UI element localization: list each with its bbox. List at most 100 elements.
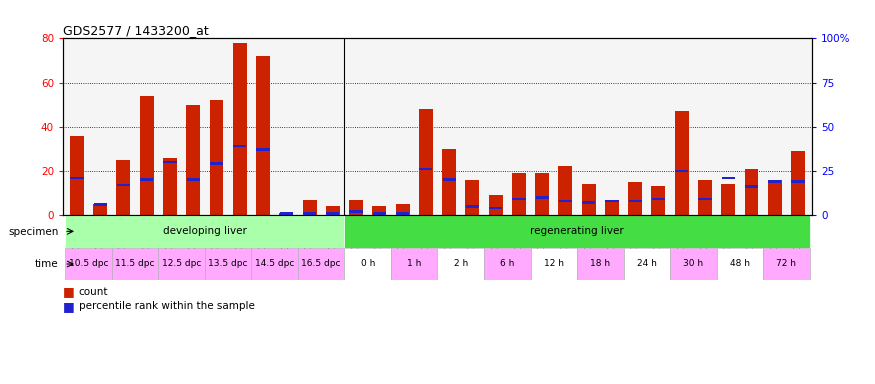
Bar [419, 168, 432, 170]
Bar [280, 212, 293, 215]
Bar [670, 248, 717, 280]
Bar [279, 213, 293, 215]
Bar [484, 248, 530, 280]
Bar [791, 151, 805, 215]
Bar [512, 173, 526, 215]
Text: time: time [35, 259, 59, 269]
Bar [158, 248, 205, 280]
Bar [606, 200, 619, 202]
Bar [116, 160, 130, 215]
Bar [112, 248, 158, 280]
Bar [605, 200, 619, 215]
Bar [628, 182, 642, 215]
Text: ■: ■ [63, 300, 74, 313]
Bar [94, 204, 108, 215]
Bar [70, 136, 84, 215]
Bar [117, 184, 130, 186]
Text: 30 h: 30 h [683, 260, 704, 268]
Bar [419, 109, 433, 215]
Bar [536, 196, 549, 199]
Bar [396, 212, 410, 215]
Text: specimen: specimen [8, 227, 59, 237]
Bar [676, 170, 689, 172]
Bar [326, 212, 340, 215]
Text: 11.5 dpc: 11.5 dpc [116, 260, 155, 268]
Bar [70, 177, 84, 179]
Bar [675, 111, 689, 215]
Text: 2 h: 2 h [453, 260, 468, 268]
Text: 12.5 dpc: 12.5 dpc [162, 260, 201, 268]
Text: 12 h: 12 h [543, 260, 564, 268]
Bar [745, 169, 759, 215]
Bar [652, 186, 666, 215]
Bar [186, 179, 200, 181]
Bar [721, 184, 735, 215]
Bar [698, 198, 711, 200]
Bar [763, 248, 809, 280]
Bar [767, 180, 781, 215]
Bar [391, 248, 438, 280]
Bar [530, 248, 578, 280]
Text: ■: ■ [63, 285, 74, 298]
Bar [442, 149, 456, 215]
Bar [582, 201, 595, 204]
Text: 18 h: 18 h [591, 260, 611, 268]
Bar [559, 200, 572, 202]
Bar [349, 210, 363, 213]
Bar [717, 248, 763, 280]
Bar [578, 248, 624, 280]
Bar [791, 180, 805, 183]
Bar [768, 180, 781, 183]
Bar [345, 215, 809, 248]
Bar [624, 248, 670, 280]
Text: regenerating liver: regenerating liver [530, 226, 624, 237]
Text: 0 h: 0 h [360, 260, 374, 268]
Text: 16.5 dpc: 16.5 dpc [302, 260, 341, 268]
Bar [628, 200, 642, 202]
Bar [558, 167, 572, 215]
Bar [303, 200, 317, 215]
Bar [489, 207, 502, 209]
Text: 6 h: 6 h [500, 260, 514, 268]
Bar [466, 205, 479, 207]
Bar [66, 215, 345, 248]
Bar [488, 195, 502, 215]
Bar [256, 56, 270, 215]
Bar [233, 43, 247, 215]
Text: 13.5 dpc: 13.5 dpc [208, 260, 248, 268]
Bar [140, 179, 153, 181]
Bar [94, 203, 107, 206]
Bar [512, 198, 526, 200]
Bar [66, 248, 112, 280]
Bar [210, 162, 223, 165]
Text: 48 h: 48 h [730, 260, 750, 268]
Bar [140, 96, 154, 215]
Bar [345, 248, 391, 280]
Bar [303, 212, 316, 215]
Bar [396, 204, 410, 215]
Bar [298, 248, 345, 280]
Bar [251, 248, 298, 280]
Bar [698, 180, 712, 215]
Bar [205, 248, 251, 280]
Bar [722, 177, 735, 179]
Bar [536, 173, 550, 215]
Bar [163, 158, 177, 215]
Bar [373, 206, 387, 215]
Text: developing liver: developing liver [163, 226, 247, 237]
Text: GDS2577 / 1433200_at: GDS2577 / 1433200_at [63, 24, 209, 37]
Bar [745, 185, 758, 188]
Text: percentile rank within the sample: percentile rank within the sample [79, 301, 255, 311]
Bar [652, 198, 665, 200]
Text: count: count [79, 287, 108, 297]
Bar [164, 161, 177, 163]
Text: 10.5 dpc: 10.5 dpc [69, 260, 108, 268]
Bar [186, 104, 200, 215]
Bar [326, 206, 340, 215]
Text: 72 h: 72 h [776, 260, 796, 268]
Bar [256, 148, 270, 151]
Text: 24 h: 24 h [637, 260, 657, 268]
Text: 14.5 dpc: 14.5 dpc [255, 260, 294, 268]
Text: 1 h: 1 h [407, 260, 422, 268]
Bar [466, 180, 480, 215]
